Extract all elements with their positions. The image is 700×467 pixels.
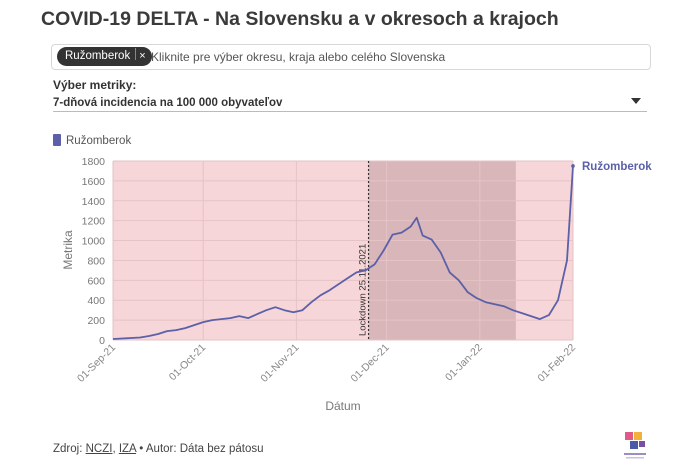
selected-region-label: Ružomberok <box>65 50 131 62</box>
x-tick-label: 01-Oct-21 <box>167 342 209 384</box>
y-axis-title: Metrika <box>61 230 75 270</box>
legend-label: Ružomberok <box>66 135 132 147</box>
dropdown-caret-icon[interactable] <box>631 98 641 104</box>
metric-label: Výber metriky: <box>53 78 137 92</box>
y-tick-label: 600 <box>87 275 105 287</box>
series-line-ruzomberok <box>112 165 574 340</box>
y-tick-label: 1400 <box>82 196 106 208</box>
x-tick-label: 01-Dec-21 <box>349 342 392 385</box>
y-tick-label: 1000 <box>82 236 106 248</box>
y-tick-label: 400 <box>87 295 105 307</box>
metric-selected-value: 7-dňová incidencia na 100 000 obyvateľov <box>53 97 283 109</box>
y-tick-label: 200 <box>87 315 105 327</box>
x-tick-label: 01-Nov-21 <box>258 342 301 385</box>
metric-dropdown[interactable]: 7-dňová incidencia na 100 000 obyvateľov <box>53 93 647 112</box>
chip-divider <box>135 48 137 60</box>
footer-author: • Autor: Dáta bez pátosu <box>136 443 264 455</box>
source-link-iza[interactable]: IZA <box>118 443 137 455</box>
y-tick-label: 1200 <box>82 216 106 228</box>
y-tick-label: 800 <box>87 255 105 267</box>
source-link-nczi[interactable]: NCZI <box>85 443 113 455</box>
lockdown-annotation-label: Lockdown 25.11.2021 <box>358 244 369 336</box>
legend-swatch <box>53 134 61 146</box>
lockdown-period-band <box>368 161 516 340</box>
series-end-label: Ružomberok <box>582 161 652 173</box>
y-tick-label: 1600 <box>82 176 106 188</box>
data-bez-patosu-logo-icon <box>624 432 646 459</box>
series-end-point <box>571 164 575 168</box>
y-tick-label: 1800 <box>82 156 106 168</box>
footer-separator: , <box>112 443 119 455</box>
footer-source: Zdroj: NCZI, IZA • Autor: Dáta bez pátos… <box>53 443 264 455</box>
footer-prefix: Zdroj: <box>53 443 86 455</box>
x-tick-label: 01-Jan-22 <box>443 342 485 384</box>
x-axis-title: Dátum <box>325 399 360 413</box>
x-tick-label: 01-Feb-22 <box>535 342 578 385</box>
y-tick-label: 0 <box>99 335 105 347</box>
x-tick-label: 01-Sep-21 <box>75 342 118 385</box>
selected-region-chip[interactable]: Ružomberok × <box>57 47 152 66</box>
page-title: COVID-19 DELTA - Na Slovensku a v okreso… <box>41 8 559 30</box>
chart-legend[interactable]: Ružomberok <box>53 131 132 147</box>
region-selector-placeholder: Kliknite pre výber okresu, kraja alebo c… <box>151 50 446 64</box>
region-selector[interactable]: Ružomberok × Kliknite pre výber okresu, k… <box>51 44 651 70</box>
remove-region-icon[interactable]: × <box>139 50 146 62</box>
